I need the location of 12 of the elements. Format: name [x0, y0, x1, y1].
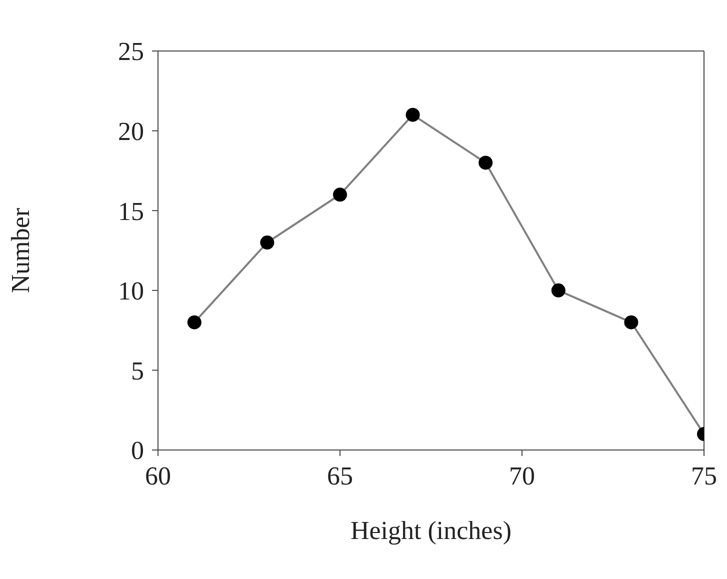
y-tick-label: 0 [131, 436, 144, 466]
y-tick-label: 15 [118, 196, 144, 226]
x-tick-label: 65 [327, 461, 353, 490]
x-tick-label: 60 [145, 461, 171, 490]
x-axis-title: Height (inches) [350, 516, 512, 545]
x-tick-label: 75 [691, 461, 717, 490]
x-tick-label: 70 [509, 461, 535, 490]
y-tick-label: 10 [118, 276, 144, 306]
y-axis-title: Number [6, 208, 36, 294]
y-tick-label: 5 [131, 356, 144, 386]
y-tick-label: 25 [118, 37, 144, 66]
y-tick-label: 20 [118, 117, 144, 146]
